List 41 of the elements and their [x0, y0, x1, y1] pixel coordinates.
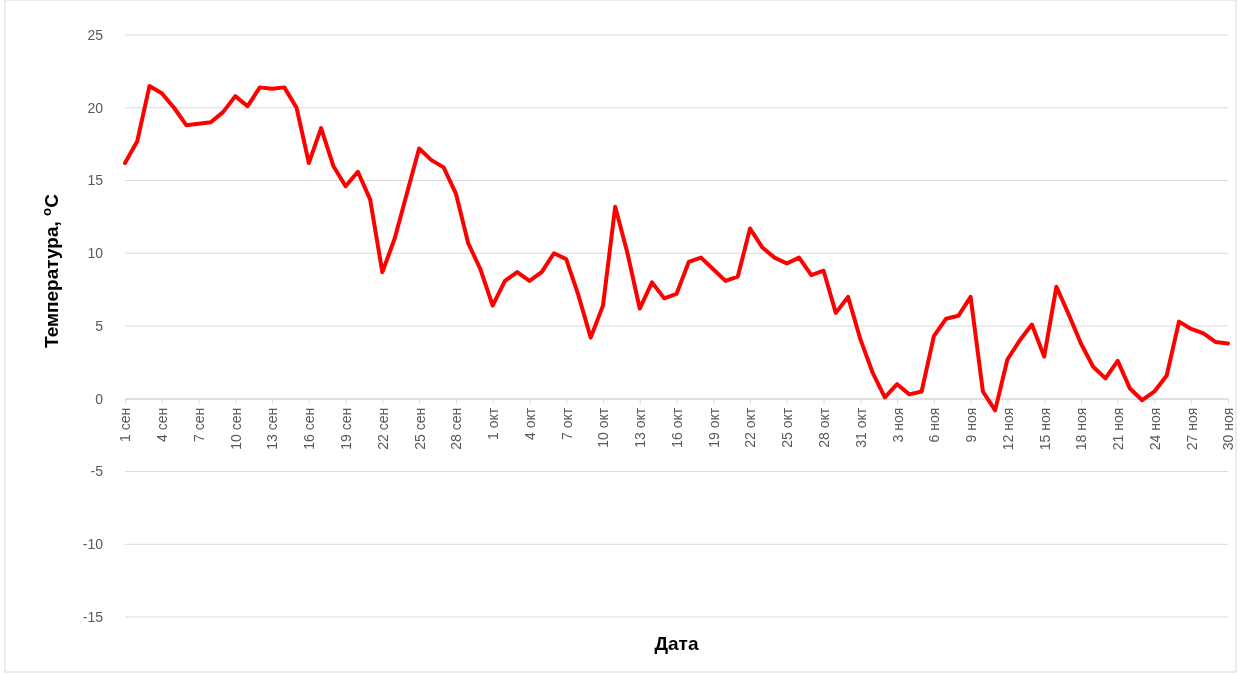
x-tick-label: 6 ноя [926, 407, 943, 443]
y-tick-label: 0 [95, 390, 104, 407]
x-tick-label: 28 сен [448, 407, 465, 450]
x-tick-label: 10 сен [227, 407, 244, 450]
x-tick-label: 28 окт [815, 407, 832, 448]
x-tick-label: 7 окт [558, 407, 575, 440]
y-tick-label: -15 [82, 608, 104, 625]
x-tick-label: 13 окт [632, 407, 649, 448]
x-tick-label: 25 сен [411, 407, 428, 450]
x-tick-label: 15 ноя [1036, 407, 1053, 451]
y-tick-label: 20 [87, 99, 104, 116]
x-tick-label: 1 окт [485, 407, 502, 440]
y-tick-label: -5 [90, 463, 104, 480]
x-tick-label: 22 сен [374, 407, 391, 450]
x-tick-label: 16 сен [301, 407, 318, 450]
x-tick-label: 4 окт [521, 407, 538, 440]
x-tick-label: 22 окт [742, 407, 759, 448]
y-tick-label: 25 [87, 26, 104, 43]
y-tick-label: -10 [82, 536, 104, 553]
x-tick-label: 16 окт [668, 407, 685, 448]
y-tick-label: 5 [95, 317, 104, 334]
y-tick-label: 15 [87, 172, 104, 189]
x-tick-label: 9 ноя [963, 407, 980, 443]
x-tick-label: 1 сен [117, 407, 134, 442]
y-tick-label: 10 [87, 245, 104, 262]
x-tick-label: 19 сен [338, 407, 354, 450]
x-tick-label: 24 ноя [1146, 407, 1163, 451]
x-tick-label: 4 сен [154, 407, 171, 442]
x-tick-label: 12 ноя [999, 407, 1016, 451]
x-tick-label: 18 ноя [1073, 407, 1090, 451]
x-tick-label: 21 ноя [1110, 407, 1127, 451]
x-tick-label: 27 ноя [1183, 407, 1200, 451]
x-tick-label: 19 окт [705, 407, 722, 448]
x-tick-label: 10 окт [595, 407, 612, 448]
x-tick-label: 7 сен [190, 407, 207, 442]
x-tick-label: 25 окт [779, 407, 796, 448]
x-tick-label: 13 сен [264, 407, 281, 450]
x-axis-title: Дата [654, 633, 699, 654]
x-tick-label: 30 ноя [1220, 407, 1237, 451]
x-tick-label: 3 ноя [889, 407, 906, 443]
x-tick-label: 31 окт [852, 407, 869, 448]
